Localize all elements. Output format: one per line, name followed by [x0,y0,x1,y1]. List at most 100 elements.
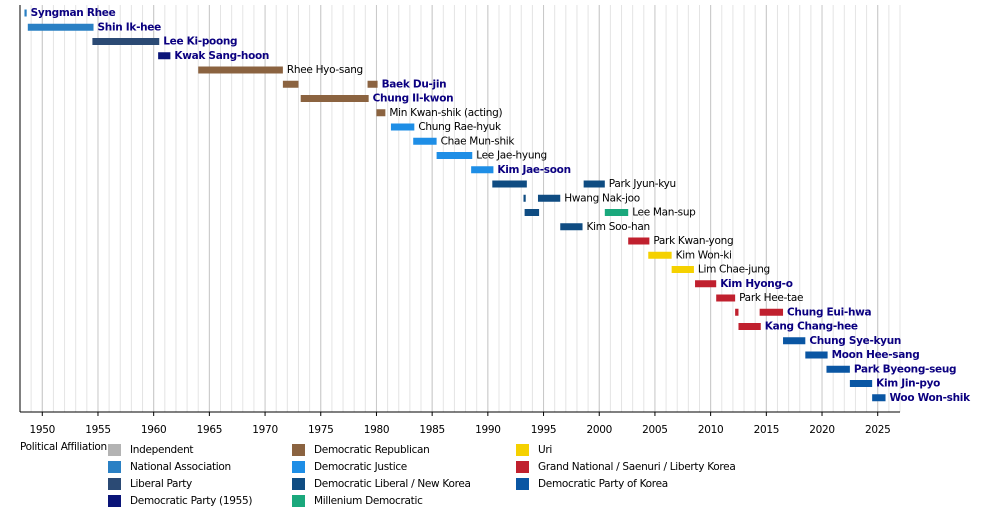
speaker-label: Hwang Nak-joo [564,192,640,204]
legend-label: Grand National / Saenuri / Liberty Korea [538,461,735,473]
x-tick-label: 1995 [531,424,557,436]
term-bar [471,166,494,174]
term-bar [158,52,171,60]
x-tick-label: 2000 [586,424,612,436]
speaker-label: Chung Sye-kyun [809,335,901,347]
speaker-label: Chung Eui-hwa [787,306,871,318]
term-bar [759,308,784,316]
term-bar [648,251,672,259]
speaker-label: Lim Chae-jung [698,264,770,276]
x-tick-label: 1955 [85,424,111,436]
legend-label: Democratic Party (1955) [130,495,252,507]
legend-swatch [292,461,305,473]
x-tick-label: 2025 [865,424,891,436]
term-bar [560,223,583,231]
legend-label: Democratic Party of Korea [538,478,668,490]
legend-swatch [516,444,529,456]
legend-swatch [516,478,529,490]
speaker-label: Park Jyun-kyu [609,178,676,190]
legend-swatch [292,444,305,456]
speaker-label: Moon Hee-sang [832,349,920,361]
speaker-label: Lee Ki-poong [163,36,237,48]
legend-label: National Association [130,461,231,473]
term-bar [300,95,369,102]
legend-swatch [108,495,121,507]
legend-swatch [108,478,121,490]
speaker-label: Kim Jin-pyo [876,378,940,390]
term-bar [537,194,561,202]
x-tick-label: 1960 [141,424,167,436]
speaker-label: Chung Rae-hyuk [418,121,502,133]
speaker-label: Kang Chang-hee [765,321,858,333]
speaker-label: Kim Soo-han [587,221,650,233]
term-bar [671,266,694,273]
legend-swatch [292,495,305,507]
speaker-label: Park Byeong-seug [854,363,956,375]
term-bar [367,80,378,88]
speaker-label: Lee Jae-hyung [476,150,547,162]
legend-swatch [108,444,121,456]
speaker-label: Chae Mun-shik [441,135,516,147]
term-bar [738,323,761,330]
term-bar [198,66,283,74]
term-bar [872,394,886,402]
x-tick-label: 2005 [642,424,668,436]
legend-label: Independent [130,444,193,456]
term-bar [492,180,527,188]
legend-label: Democratic Justice [314,461,407,473]
x-tick-label: 1975 [308,424,334,436]
term-bar [524,209,540,216]
x-tick-label: 1985 [419,424,445,436]
term-bar [716,294,736,302]
x-tick-label: 2010 [698,424,724,436]
term-bar [805,351,828,359]
x-tick-label: 2015 [754,424,780,436]
legend-swatch [516,461,529,473]
term-bar [604,209,629,216]
legend-label: Democratic Liberal / New Korea [314,478,471,490]
speaker-label: Park Hee-tae [739,292,803,304]
term-bar [376,109,386,117]
term-bar [628,237,650,245]
speaker-label: Lee Man-sup [632,207,696,219]
legend-swatch [292,478,305,490]
term-bar [390,123,415,131]
legend-title: Political Affiliation: [20,441,110,453]
term-bar [735,308,739,316]
x-tick-label: 1965 [197,424,223,436]
term-bar [24,9,27,17]
term-bar [92,38,160,45]
x-tick-label: 1950 [30,424,56,436]
legend-label: Liberal Party [130,478,192,490]
x-tick-label: 2020 [809,424,835,436]
speaker-label: Woo Won-shik [890,392,972,404]
speaker-label: Min Kwan-shik (acting) [389,107,502,119]
legend-label: Uri [538,444,552,456]
term-bar [583,180,605,188]
speaker-label: Shin Ik-hee [98,21,162,33]
term-bar [849,380,873,387]
term-bar [783,337,806,345]
term-bar [436,152,473,159]
term-bar [413,137,437,145]
x-tick-label: 1990 [475,424,501,436]
term-bar [695,280,717,288]
speaker-label: Kim Hyong-o [720,278,793,290]
speaker-label: Kwak Sang-hoon [174,50,269,62]
speaker-label: Rhee Hyo-sang [287,64,363,76]
legend-label: Democratic Republican [314,444,430,456]
term-bar [523,194,526,202]
speaker-label: Kim Jae-soon [497,164,570,176]
speaker-label: Kim Won-ki [676,249,732,261]
speaker-label: Chung Il-kwon [373,93,454,105]
legend-label: Millenium Democratic [314,495,423,507]
speaker-label: Baek Du-jin [382,78,447,90]
speaker-label: Syngman Rhee [31,7,116,19]
term-bar [826,365,850,373]
term-bar [27,23,94,31]
legend-swatch [108,461,121,473]
speaker-label: Park Kwan-yong [653,235,733,247]
x-tick-label: 1970 [252,424,278,436]
term-bar [282,80,299,88]
